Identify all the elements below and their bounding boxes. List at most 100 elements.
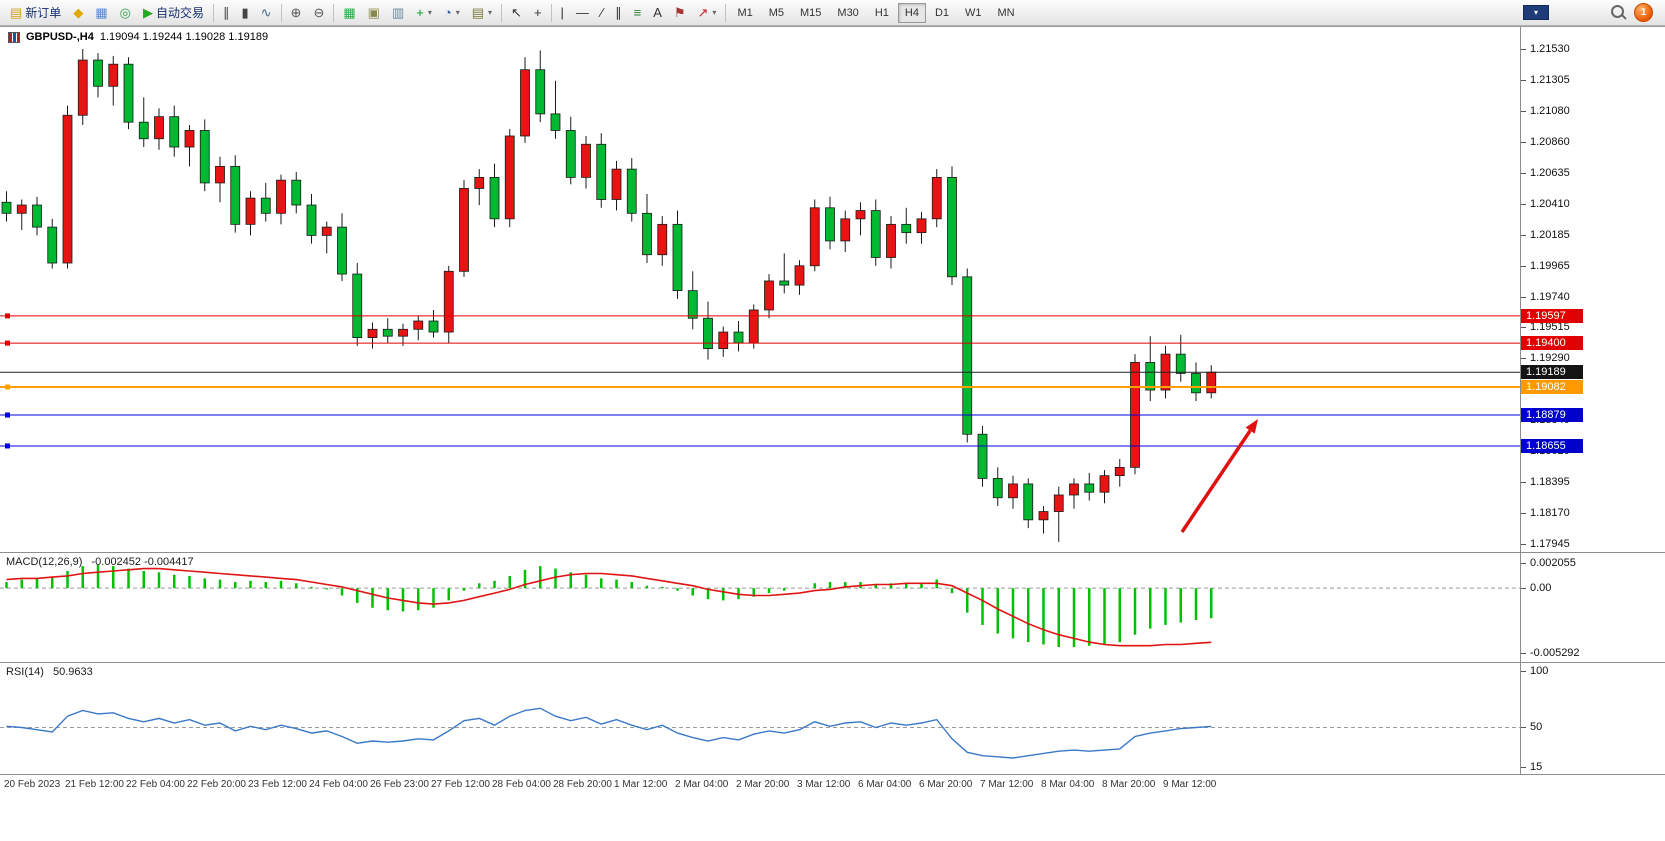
fibonacci-button[interactable]: ≡ bbox=[628, 2, 648, 24]
candle-bull bbox=[794, 265, 805, 286]
candle-bear bbox=[550, 113, 561, 131]
candle-bull bbox=[809, 207, 820, 267]
window-menu-button[interactable]: ▾ bbox=[1523, 5, 1549, 20]
candle-bull bbox=[443, 270, 454, 333]
macd-histogram bbox=[5, 564, 1213, 647]
periods-icon: ◔ bbox=[443, 5, 452, 20]
time-axis-label: 28 Feb 04:00 bbox=[492, 779, 551, 790]
arrow-annotation[interactable] bbox=[1180, 419, 1258, 533]
candle-bear bbox=[977, 433, 988, 479]
price-tick-mark bbox=[1521, 358, 1526, 360]
candle-bull bbox=[748, 309, 759, 344]
candle-bear bbox=[565, 130, 576, 178]
vertical-line-button[interactable]: | bbox=[555, 2, 570, 24]
cascade-windows-button[interactable]: ▣ bbox=[362, 2, 386, 24]
time-axis-label: 23 Feb 12:00 bbox=[248, 779, 307, 790]
cursor-button[interactable]: ↖ bbox=[505, 2, 528, 24]
price-tick-label: 1.19290 bbox=[1530, 352, 1570, 365]
macd-tick-mark bbox=[1521, 563, 1526, 564]
candle-bull bbox=[154, 116, 164, 140]
time-axis-label: 22 Feb 20:00 bbox=[187, 779, 246, 790]
arrange-windows-button[interactable]: ▥ bbox=[386, 2, 410, 24]
rsi-panel[interactable]: RSI(14) 50.9633 bbox=[0, 663, 1520, 774]
trendline-button[interactable]: ∕ bbox=[595, 2, 609, 24]
timeframe-H1[interactable]: H1 bbox=[874, 6, 889, 19]
timeframe-D1[interactable]: D1 bbox=[934, 6, 949, 19]
tile-windows-button[interactable]: ▦ bbox=[337, 2, 361, 24]
horizontal-line-icon: — bbox=[575, 5, 589, 20]
candle-bear bbox=[1, 201, 12, 214]
new-order-button-label: 新订单 bbox=[25, 6, 62, 20]
toolbar-separator bbox=[280, 3, 282, 22]
price-badge: 1.19597 bbox=[1521, 308, 1583, 323]
candle-bear bbox=[992, 478, 1003, 499]
candle-bull bbox=[611, 168, 622, 200]
market-watch-icon[interactable]: ◆ bbox=[67, 2, 89, 24]
timeframe-H4[interactable]: H4 bbox=[897, 2, 926, 23]
label-button[interactable]: ⚑ bbox=[668, 2, 692, 24]
zoom-out-button[interactable]: ⊖ bbox=[307, 2, 330, 24]
rsi-tick-mark bbox=[1521, 767, 1526, 768]
macd-tick-mark bbox=[1521, 588, 1526, 590]
candle-bull bbox=[62, 114, 73, 264]
text-icon: A bbox=[653, 5, 662, 20]
candle-bear bbox=[1175, 353, 1186, 374]
candle-bull bbox=[77, 59, 88, 116]
candle-bear bbox=[306, 204, 317, 236]
horizontal-line-button[interactable]: — bbox=[570, 2, 595, 24]
new-order-icon: ▤ bbox=[10, 5, 23, 20]
level-lines bbox=[0, 313, 1520, 449]
community-icon[interactable]: ◎ bbox=[114, 2, 137, 24]
zoom-out-icon: ⊖ bbox=[313, 5, 325, 20]
search-icon[interactable] bbox=[1611, 4, 1624, 21]
candle-bull bbox=[916, 218, 927, 234]
price-chart-area[interactable]: GBPUSD-,H4 1.19094 1.19244 1.19028 1.191… bbox=[0, 27, 1520, 552]
timeframe-MN[interactable]: MN bbox=[997, 6, 1015, 19]
candle-bull bbox=[840, 218, 851, 242]
price-tick-mark bbox=[1521, 172, 1526, 174]
arrows-icon: ↗ bbox=[697, 5, 709, 20]
auto-trading-button[interactable]: ▶ 自动交易 bbox=[137, 2, 210, 24]
line-handle[interactable] bbox=[5, 384, 10, 390]
candles-chart-button[interactable]: ▮ bbox=[235, 2, 254, 24]
line-handle[interactable] bbox=[5, 443, 10, 449]
line-handle[interactable] bbox=[5, 340, 10, 346]
periods-button[interactable]: ◔ ▾ bbox=[438, 2, 466, 24]
cascade-windows-icon: ▣ bbox=[367, 5, 380, 20]
line-handle[interactable] bbox=[5, 412, 10, 418]
text-button[interactable]: A bbox=[647, 2, 668, 24]
timeframe-M15[interactable]: M15 bbox=[800, 6, 822, 19]
candle-bear bbox=[870, 210, 881, 258]
time-axis-label: 21 Feb 12:00 bbox=[65, 779, 124, 790]
templates-button[interactable]: ▤ ▾ bbox=[466, 2, 498, 24]
indicators-button[interactable]: + ▾ bbox=[410, 2, 438, 24]
line-handle[interactable] bbox=[5, 313, 10, 319]
candle-bear bbox=[93, 59, 103, 87]
candle-bull bbox=[886, 223, 896, 258]
line-chart-button[interactable]: ∿ bbox=[255, 2, 278, 24]
candle-bear bbox=[32, 204, 42, 228]
channel-button[interactable]: ∥ bbox=[609, 2, 628, 24]
candle-bear bbox=[138, 121, 149, 140]
new-order-button[interactable]: ▤ 新订单 bbox=[4, 2, 67, 24]
price-tick-mark bbox=[1521, 110, 1526, 112]
chevron-down-icon: ▾ bbox=[455, 8, 460, 17]
candle-bear bbox=[596, 143, 607, 200]
timeframe-M30[interactable]: M30 bbox=[837, 6, 859, 19]
bars-chart-button[interactable]: ∥ bbox=[217, 2, 236, 24]
candle-bull bbox=[413, 320, 424, 330]
market-watch-icon-icon: ◆ bbox=[73, 5, 84, 20]
candle-bull bbox=[245, 197, 256, 225]
arrows-button[interactable]: ↗ ▾ bbox=[692, 2, 723, 24]
time-axis-label: 28 Feb 20:00 bbox=[553, 779, 612, 790]
timeframe-M5[interactable]: M5 bbox=[768, 6, 784, 19]
data-window-icon[interactable]: ▦ bbox=[89, 2, 113, 24]
timeframe-W1[interactable]: W1 bbox=[965, 6, 982, 19]
macd-panel[interactable]: MACD(12,26,9) -0.002452 -0.004417 bbox=[0, 553, 1520, 662]
timeframe-M1[interactable]: M1 bbox=[737, 6, 753, 19]
crosshair-button[interactable]: + bbox=[528, 2, 548, 24]
price-badge: 1.18879 bbox=[1521, 408, 1583, 423]
price-tick-label: 1.21530 bbox=[1530, 43, 1570, 55]
rsi-scale-label: 15 bbox=[1530, 761, 1543, 773]
zoom-in-button[interactable]: ⊕ bbox=[285, 2, 308, 24]
